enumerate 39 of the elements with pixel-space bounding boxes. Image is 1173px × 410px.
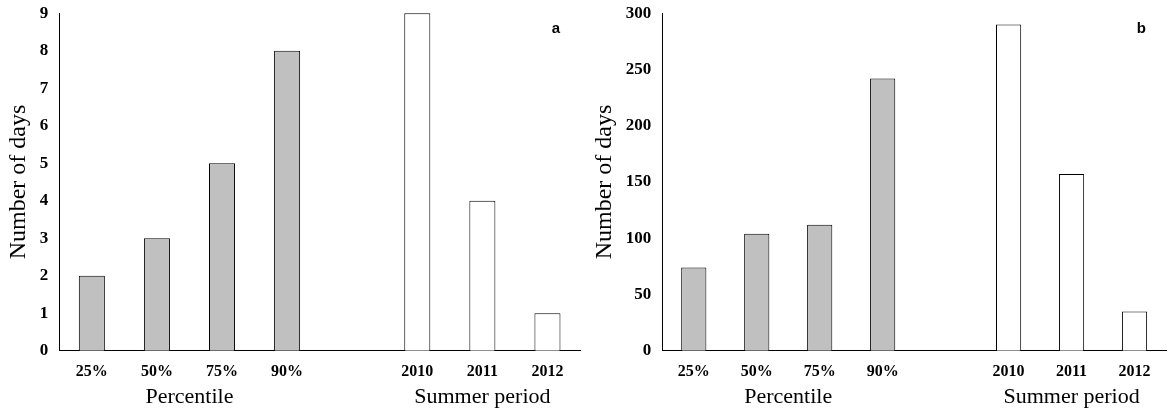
x-tick-label: 25% bbox=[677, 361, 710, 379]
text: Summer period bbox=[414, 382, 551, 408]
y-tick-label: 1 bbox=[39, 302, 49, 322]
text: Percentile bbox=[744, 382, 833, 408]
x-tick-label: 90% bbox=[271, 361, 304, 379]
x-tick-label: 25% bbox=[75, 361, 108, 379]
y-tick-label: 0 bbox=[39, 340, 49, 360]
y-tick-label: 250 bbox=[625, 58, 652, 78]
x-tick-label: 90% bbox=[866, 361, 899, 379]
x-tick-label: 2010 bbox=[401, 361, 434, 379]
x-tick-label: 75% bbox=[206, 361, 239, 379]
y-tick-label: 3 bbox=[39, 227, 49, 247]
text: Summer period bbox=[1003, 382, 1140, 408]
y-tick-label: 0 bbox=[642, 340, 652, 360]
x-tick-label: 2011 bbox=[1055, 361, 1088, 379]
y-tick-label: 300 bbox=[625, 2, 652, 22]
y-tick-label: 100 bbox=[625, 227, 652, 247]
y-axis-title: Number of days bbox=[3, 104, 30, 260]
y-tick-label: 8 bbox=[39, 40, 49, 60]
y-tick-label: 50 bbox=[634, 283, 652, 303]
x-tick-label: 2012 bbox=[531, 361, 564, 379]
x-tick-label: 75% bbox=[803, 361, 836, 379]
x-tick-label: 2012 bbox=[1118, 361, 1151, 379]
y-tick-label: 4 bbox=[39, 190, 49, 210]
y-tick-label: 6 bbox=[39, 115, 49, 135]
text: Percentile bbox=[145, 382, 234, 408]
y-tick-label: 9 bbox=[39, 2, 49, 22]
y-tick-label: 200 bbox=[625, 115, 652, 135]
x-tick-label: 50% bbox=[140, 361, 173, 379]
y-tick-label: 7 bbox=[39, 77, 49, 97]
y-tick-label: 5 bbox=[39, 152, 49, 172]
y-tick-label: 150 bbox=[625, 171, 652, 191]
y-tick-label: 2 bbox=[39, 265, 49, 285]
y-axis-title: Number of days bbox=[589, 104, 616, 260]
x-tick-label: 2010 bbox=[992, 361, 1025, 379]
chart-title: a bbox=[551, 18, 561, 36]
chart-title: b bbox=[1136, 18, 1146, 36]
x-tick-label: 2011 bbox=[466, 361, 498, 379]
x-tick-label: 50% bbox=[740, 361, 773, 379]
